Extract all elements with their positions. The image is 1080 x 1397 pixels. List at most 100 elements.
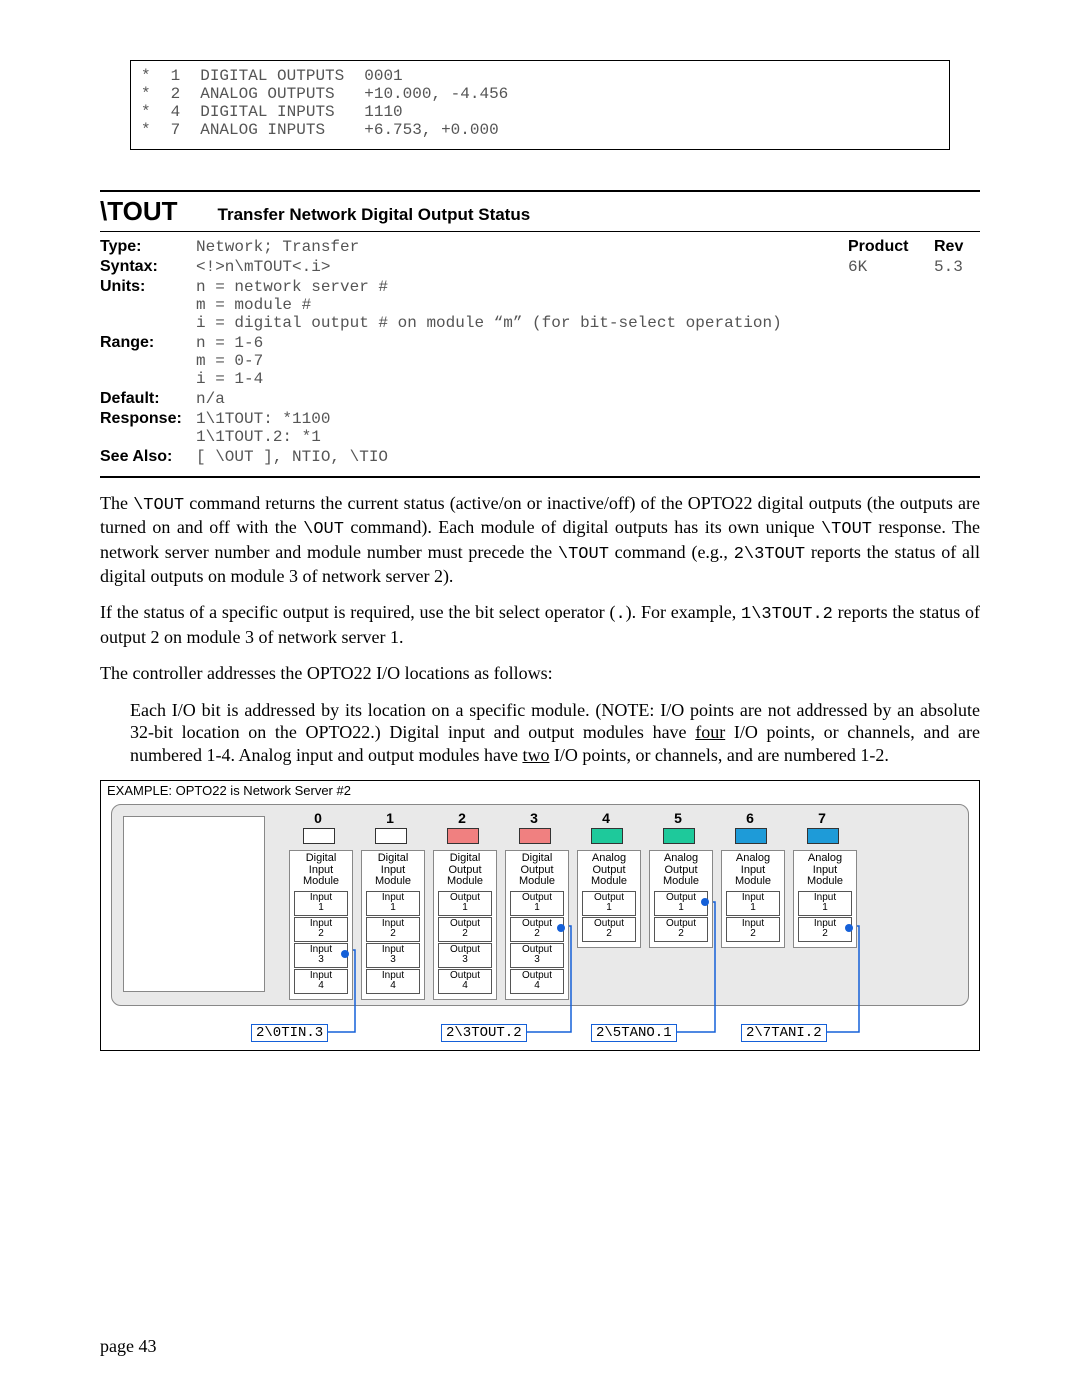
io-point: Output1	[510, 891, 564, 916]
module-type-label: AnalogInputModule	[724, 853, 782, 888]
command-description: Transfer Network Digital Output Status	[218, 205, 531, 225]
label-default: Default:	[100, 390, 196, 410]
io-point: Output1	[438, 891, 492, 916]
module-card: DigitalInputModuleInput1Input2Input3Inpu…	[289, 850, 353, 1000]
paragraph-3: The controller addresses the OPTO22 I/O …	[100, 662, 980, 685]
value-default: n/a	[196, 390, 980, 410]
code-cell: +6.753, +0.000	[364, 121, 528, 139]
code-cell: 2	[171, 85, 201, 103]
value-range: n = 1-6m = 0-7i = 1-4	[196, 334, 980, 390]
module-card: AnalogOutputModuleOutput1Output2	[649, 850, 713, 948]
code-cell: 1	[171, 67, 201, 85]
module-led	[663, 828, 695, 844]
code-cell: ANALOG INPUTS	[200, 121, 364, 139]
io-point: Input2	[294, 917, 348, 942]
label-range: Range:	[100, 334, 196, 390]
module-index: 2	[429, 810, 495, 826]
value-units: n = network server #m = module #i = digi…	[196, 278, 980, 334]
value-response: 1\1TOUT: *11001\1TOUT.2: *1	[196, 410, 980, 448]
page-footer: page 43	[100, 1336, 156, 1357]
io-selected-dot	[845, 924, 853, 932]
label-seealso: See Also:	[100, 448, 196, 468]
module-index: 3	[501, 810, 567, 826]
module-index: 7	[789, 810, 855, 826]
io-point: Input1	[366, 891, 420, 916]
code-cell: 1110	[364, 103, 528, 121]
module-card: DigitalOutputModule Output1Output2Output3…	[505, 850, 569, 1000]
value-type: Network; Transfer	[196, 238, 848, 258]
code-cell: 4	[171, 103, 201, 121]
io-point: Output3	[510, 943, 564, 968]
io-point: Input2	[726, 917, 780, 942]
io-point: Input4	[294, 969, 348, 994]
opto22-diagram: EXAMPLE: OPTO22 is Network Server #2 0Di…	[100, 780, 980, 1051]
module-card: AnalogInputModule Input1Input2	[721, 850, 785, 948]
module-type-label: DigitalOutputModule	[436, 853, 494, 888]
io-point: Output2	[510, 917, 564, 942]
code-cell: DIGITAL INPUTS	[200, 103, 364, 121]
module-type-label: DigitalInputModule	[364, 853, 422, 888]
paragraph-2: If the status of a specific output is re…	[100, 601, 980, 648]
code-cell: 7	[171, 121, 201, 139]
io-point: Input1	[726, 891, 780, 916]
label-type: Type:	[100, 238, 196, 258]
io-point: Output3	[438, 943, 492, 968]
code-cell: *	[141, 121, 171, 139]
label-units: Units:	[100, 278, 196, 334]
module-type-label: AnalogInputModule	[796, 853, 854, 888]
product-header: Product	[848, 238, 934, 258]
value-syntax: <!>n\mTOUT<.i>	[196, 258, 848, 278]
io-point: Input2	[798, 917, 852, 942]
module-type-label: AnalogOutputModule	[652, 853, 710, 888]
io-point: Input4	[366, 969, 420, 994]
module-index: 0	[285, 810, 351, 826]
product-value: 6K	[848, 258, 934, 278]
module-led	[591, 828, 623, 844]
paragraph-4: Each I/O bit is addressed by its locatio…	[130, 699, 980, 767]
io-point: Input1	[798, 891, 852, 916]
command-details-table: Type: Network; Transfer Product Rev Synt…	[100, 238, 980, 468]
code-cell: DIGITAL OUTPUTS	[200, 67, 364, 85]
rev-value: 5.3	[934, 258, 980, 278]
module-card: AnalogInputModule Input1Input2	[793, 850, 857, 948]
code-output-table: *1DIGITAL OUTPUTS0001*2ANALOG OUTPUTS+10…	[141, 67, 528, 139]
diagram-controller-box	[123, 816, 265, 992]
io-point: Output4	[510, 969, 564, 994]
value-seealso: [ \OUT ], NTIO, \TIO	[196, 448, 980, 468]
code-cell: *	[141, 85, 171, 103]
command-name: \TOUT	[100, 196, 178, 227]
module-led	[303, 828, 335, 844]
module-led	[447, 828, 479, 844]
module-index: 4	[573, 810, 639, 826]
io-point: Output1	[582, 891, 636, 916]
module-index: 1	[357, 810, 423, 826]
io-point: Input3	[294, 943, 348, 968]
module-led	[375, 828, 407, 844]
module-card: AnalogOutputModule Output1Output2	[577, 850, 641, 948]
io-point: Output2	[654, 917, 708, 942]
module-type-label: DigitalOutputModule	[508, 853, 566, 888]
code-cell: 0001	[364, 67, 528, 85]
io-address-label: 2\3TOUT.2	[441, 1024, 527, 1042]
module-led	[519, 828, 551, 844]
module-led	[735, 828, 767, 844]
io-point: Output4	[438, 969, 492, 994]
io-address-label: 2\0TIN.3	[251, 1024, 328, 1042]
module-card: DigitalInputModuleInput1Input2Input3Inpu…	[361, 850, 425, 1000]
module-index: 5	[645, 810, 711, 826]
code-cell: *	[141, 103, 171, 121]
code-cell: *	[141, 67, 171, 85]
label-syntax: Syntax:	[100, 258, 196, 278]
module-type-label: AnalogOutputModule	[580, 853, 638, 888]
paragraph-1: The \TOUT command returns the current st…	[100, 492, 980, 587]
io-point: Output2	[582, 917, 636, 942]
io-address-label: 2\7TANI.2	[741, 1024, 827, 1042]
rev-header: Rev	[934, 238, 980, 258]
io-point: Input2	[366, 917, 420, 942]
code-cell: +10.000, -4.456	[364, 85, 528, 103]
module-card: DigitalOutputModule Output1Output2Output3…	[433, 850, 497, 1000]
command-block: \TOUT Transfer Network Digital Output St…	[100, 190, 980, 478]
io-point: Output2	[438, 917, 492, 942]
io-address-label: 2\5TANO.1	[591, 1024, 677, 1042]
io-selected-dot	[557, 924, 565, 932]
